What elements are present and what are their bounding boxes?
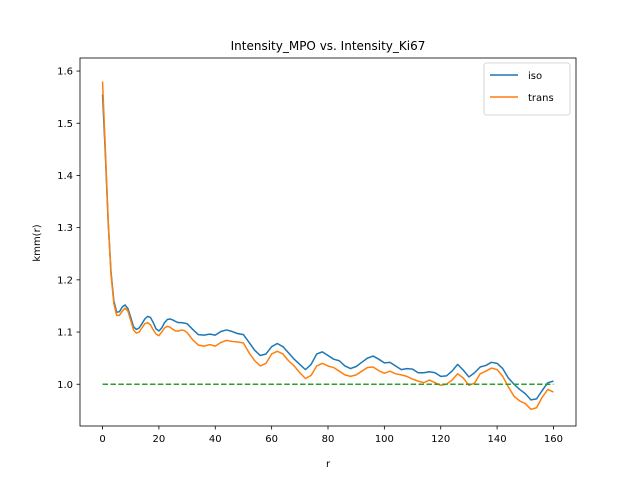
y-tick-label: 1.0 <box>57 380 73 391</box>
y-tick-label: 1.6 <box>57 67 73 78</box>
x-tick-label: 80 <box>322 434 335 445</box>
x-tick-label: 120 <box>431 434 450 445</box>
legend-label-iso: iso <box>528 71 542 82</box>
y-tick-label: 1.1 <box>57 328 73 339</box>
legend-frame <box>483 62 571 116</box>
x-tick-label: 40 <box>209 434 222 445</box>
x-tick-label: 60 <box>265 434 278 445</box>
y-tick-label: 1.4 <box>57 171 73 182</box>
x-tick-label: 160 <box>544 434 563 445</box>
x-tick-label: 100 <box>375 434 394 445</box>
x-tick-label: 0 <box>99 434 105 445</box>
y-tick-label: 1.5 <box>57 119 73 130</box>
legend-label-trans: trans <box>528 93 554 104</box>
legend: iso trans <box>483 62 571 116</box>
chart-title: Intensity_MPO vs. Intensity_Ki67 <box>231 39 426 53</box>
y-tick-label: 1.3 <box>57 223 73 234</box>
series-line-trans <box>101 81 554 411</box>
axes: 0 20 40 60 80 100 120 140 160 1.0 1.1 1.2 1.3 1.4 1.5 1… <box>57 57 577 445</box>
y-tick-label: 1.2 <box>57 275 73 286</box>
x-tick-label: 140 <box>488 434 507 445</box>
x-tick-label: 20 <box>153 434 166 445</box>
series-line-iso <box>101 94 554 401</box>
plot-area <box>101 81 554 411</box>
y-axis-label: kmm(r) <box>32 224 43 261</box>
x-axis-label: r <box>326 459 331 470</box>
